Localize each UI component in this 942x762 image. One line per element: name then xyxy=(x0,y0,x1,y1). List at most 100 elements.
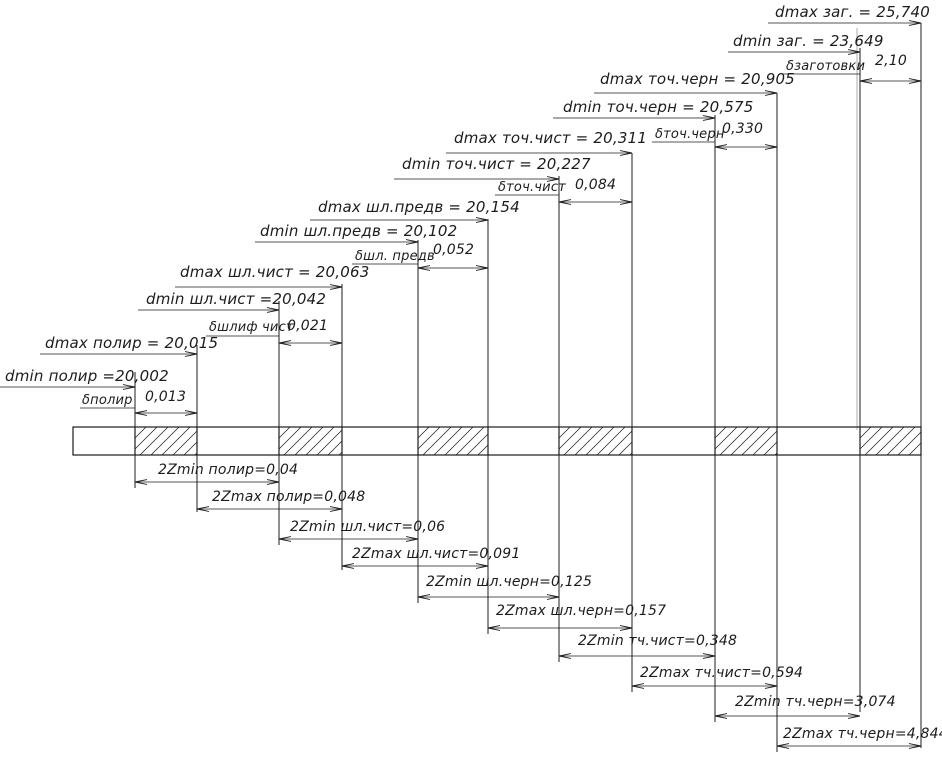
hatch-line xyxy=(350,427,378,455)
shaft-bar-outline xyxy=(72,426,922,456)
hatch-line xyxy=(444,427,474,455)
hatch-line xyxy=(283,427,313,455)
dmin-zag-label: dmin заг. = 23,649 xyxy=(733,32,884,50)
hatch-line xyxy=(422,427,452,455)
hatch-line xyxy=(641,427,669,455)
hatch-line xyxy=(741,427,771,455)
z-min-tch-chist-label: 2Zmin тч.чист=0,348 xyxy=(578,633,737,649)
hatch-band xyxy=(279,427,378,455)
hatch-line xyxy=(585,427,615,455)
dmax-toch-chist-label: dmax точ.чист = 20,311 xyxy=(454,129,647,147)
dmax-shl-chist-label: dmax шл.чист = 20,063 xyxy=(180,263,369,281)
z-max-polir-label: 2Zmax полир=0,048 xyxy=(212,489,365,505)
hatch-line xyxy=(418,427,441,450)
delta-shlif-chist-label: δшлиф чист xyxy=(209,320,294,335)
hatch-line xyxy=(316,429,342,455)
delta-toch-chern-value: 0,330 xyxy=(722,121,763,137)
hatch-line xyxy=(279,427,291,439)
hatch-line xyxy=(860,427,883,450)
hatch-band xyxy=(559,427,669,455)
hatch-line xyxy=(135,427,147,439)
hatch-line xyxy=(135,427,158,450)
hatch-line xyxy=(574,427,604,455)
z-min-tch-chern-label: 2Zmin тч.черн=3,074 xyxy=(735,694,896,710)
hatch-line xyxy=(194,452,197,455)
hatch-band xyxy=(418,427,517,455)
hatch-line xyxy=(715,427,738,450)
dmin-toch-chist-label: dmin точ.чист = 20,227 xyxy=(402,155,591,173)
allowance-dimensions: 2Zmin полир=0,04 2Zmax полир=0,048 2Zmin… xyxy=(135,462,942,746)
tolerance-hatching xyxy=(135,427,942,455)
hatch-line xyxy=(433,427,463,455)
z-max-shl-chist-label: 2Zmax шл.чист=0,091 xyxy=(352,546,521,562)
hatch-line xyxy=(455,427,485,455)
hatch-line xyxy=(618,441,632,455)
hatch-line xyxy=(139,427,169,455)
delta-shl-predv-label: δшл. предв xyxy=(355,249,435,264)
hatch-line xyxy=(919,453,921,455)
hatch-line xyxy=(607,430,632,455)
hatch-line xyxy=(466,433,488,455)
hatch-line xyxy=(559,427,571,439)
hatch-line xyxy=(338,451,342,455)
dmax-toch-chern-label: dmax точ.черн = 20,905 xyxy=(600,70,795,88)
hatch-line xyxy=(860,427,872,439)
hatch-line xyxy=(860,427,861,428)
hatch-line xyxy=(477,444,488,455)
hatch-line xyxy=(294,427,324,455)
z-max-tch-chist-label: 2Zmax тч.чист=0,594 xyxy=(640,665,803,681)
hatch-line xyxy=(897,431,921,455)
z-min-shl-chist-label: 2Zmin шл.чист=0,06 xyxy=(290,519,445,535)
delta-polir-value: 0,013 xyxy=(145,389,186,405)
hatch-line xyxy=(418,427,419,428)
dmin-polir-label: dmin полир =20,002 xyxy=(5,367,169,385)
dmax-shl-predv-label: dmax шл.предв = 20,154 xyxy=(318,198,520,216)
hatch-line xyxy=(719,427,749,455)
hatch-band xyxy=(135,427,234,455)
hatch-line xyxy=(715,427,727,439)
hatch-line xyxy=(418,427,430,439)
hatch-line xyxy=(752,430,777,455)
tolerance-dimensions: δполир 0,013 δшлиф чист 0,021 δшл. предв… xyxy=(80,53,921,413)
delta-toch-chern-label: δточ.черн xyxy=(655,127,725,142)
hatch-line xyxy=(786,427,814,455)
hatch-line xyxy=(150,427,180,455)
dmin-shl-predv-label: dmin шл.предв = 20,102 xyxy=(260,222,457,240)
diameter-callouts: dmin полир =20,002 dmax полир = 20,015 d… xyxy=(0,3,930,387)
z-max-tch-chern-label: 2Zmax тч.черн=4,844 xyxy=(783,726,942,742)
hatch-line xyxy=(559,427,582,450)
hatch-line xyxy=(908,442,921,455)
hatch-line xyxy=(715,427,716,428)
delta-zag-label: δзаготовки xyxy=(786,59,865,74)
hatch-line xyxy=(161,427,191,455)
hatch-line xyxy=(931,427,942,455)
delta-zag-value: 2,10 xyxy=(875,53,907,69)
dmax-zag-label: dmax заг. = 25,740 xyxy=(775,3,930,21)
hatch-line xyxy=(206,427,234,455)
hatch-line xyxy=(875,427,905,455)
z-max-shl-chern-label: 2Zmax шл.черн=0,157 xyxy=(496,603,666,619)
hatch-line xyxy=(327,440,342,455)
hatch-line xyxy=(563,427,593,455)
dmax-polir-label: dmax полир = 20,015 xyxy=(45,334,218,352)
hatch-line xyxy=(489,427,517,455)
hatch-line xyxy=(559,427,560,428)
hatch-line xyxy=(864,427,894,455)
shaft-bar xyxy=(72,426,942,456)
hatch-line xyxy=(730,427,760,455)
delta-shlif-chist-value: 0,021 xyxy=(287,318,328,334)
hatch-line xyxy=(172,430,197,455)
hatch-line xyxy=(596,427,626,455)
dmin-toch-chern-label: dmin точ.черн = 20,575 xyxy=(563,98,754,116)
hatch-line xyxy=(279,427,302,450)
hatch-line xyxy=(774,452,777,455)
delta-shl-predv-value: 0,052 xyxy=(433,242,474,258)
dmin-shl-chist-label: dmin шл.чист =20,042 xyxy=(146,290,326,308)
hatch-line xyxy=(629,452,632,455)
z-min-polir-label: 2Zmin полир=0,04 xyxy=(158,462,298,478)
hatch-band xyxy=(860,427,942,455)
hatch-line xyxy=(183,441,197,455)
z-min-shl-chern-label: 2Zmin шл.черн=0,125 xyxy=(426,574,592,590)
delta-toch-chist-label: δточ.чист xyxy=(498,180,566,195)
delta-toch-chist-value: 0,084 xyxy=(575,177,616,193)
